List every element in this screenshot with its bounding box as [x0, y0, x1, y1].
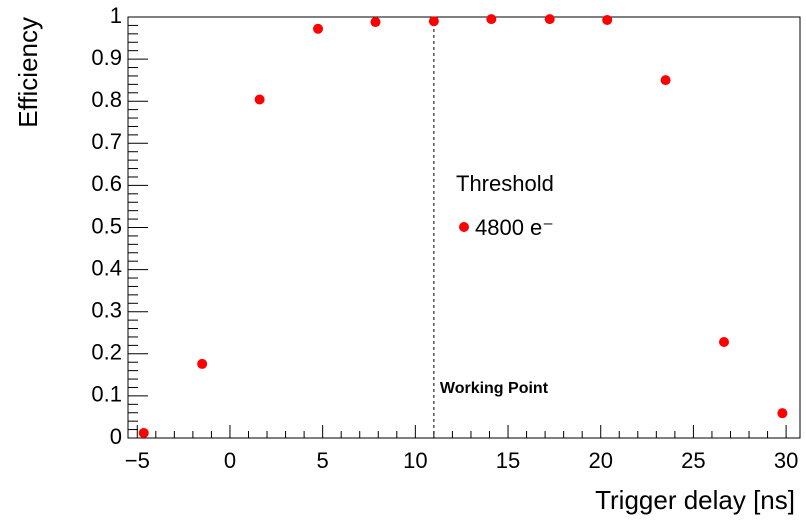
- legend-marker: [459, 222, 469, 232]
- x-tick-label: 15: [496, 448, 520, 473]
- data-point: [602, 14, 613, 25]
- x-tick-label: 5: [317, 448, 329, 473]
- data-point: [254, 94, 265, 105]
- y-axis-title: Efficiency: [13, 17, 43, 128]
- y-tick-label: 0.9: [91, 45, 122, 70]
- x-tick-label: −5: [125, 448, 150, 473]
- data-point: [718, 337, 729, 348]
- y-tick-label: 0.8: [91, 87, 122, 112]
- y-tick-label: 0.4: [91, 255, 122, 280]
- x-tick-label: 30: [774, 448, 798, 473]
- x-tick-label: 20: [588, 448, 612, 473]
- x-tick-label: 25: [681, 448, 705, 473]
- data-point: [370, 17, 381, 28]
- data-point: [660, 75, 671, 86]
- y-tick-label: 0.7: [91, 129, 122, 154]
- x-tick-label: 10: [403, 448, 427, 473]
- y-tick-label: 1: [110, 3, 122, 28]
- y-tick-label: 0.1: [91, 382, 122, 407]
- data-point: [197, 358, 208, 369]
- y-tick-label: 0.6: [91, 171, 122, 196]
- working-point-label: Working Point: [440, 380, 549, 397]
- data-point: [486, 14, 497, 25]
- y-tick-label: 0.5: [91, 213, 122, 238]
- data-point: [138, 427, 149, 438]
- data-point: [777, 408, 788, 419]
- legend-label: 4800 e⁻: [475, 215, 554, 240]
- y-tick-label: 0: [110, 424, 122, 449]
- legend-title: Threshold: [456, 171, 554, 196]
- y-tick-label: 0.2: [91, 340, 122, 365]
- data-point: [313, 23, 324, 34]
- x-axis-title: Trigger delay [ns]: [595, 485, 795, 515]
- y-tick-label: 0.3: [91, 298, 122, 323]
- data-point: [544, 14, 555, 25]
- data-point: [428, 16, 439, 27]
- x-tick-label: 0: [224, 448, 236, 473]
